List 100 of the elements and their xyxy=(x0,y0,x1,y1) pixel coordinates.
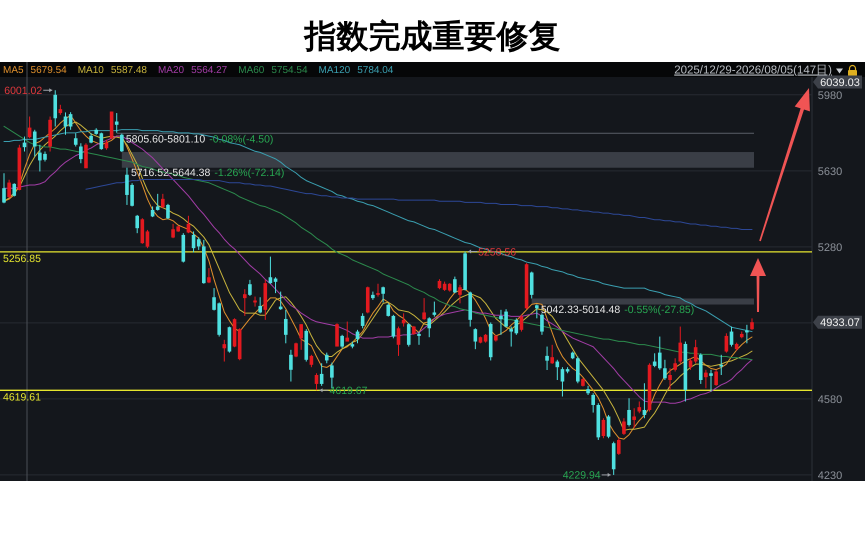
candlestick xyxy=(12,182,16,197)
candlestick xyxy=(396,326,400,356)
text: 4933.07 xyxy=(820,317,860,330)
candlestick xyxy=(709,369,713,392)
candlestick xyxy=(28,116,32,139)
candlestick xyxy=(642,382,646,419)
candlestick xyxy=(591,392,595,414)
chart-title: 指数完成重要修复 xyxy=(302,17,560,55)
candlestick xyxy=(253,296,257,308)
candlestick xyxy=(79,142,83,164)
ref-line-label: 4619.61 xyxy=(3,391,42,404)
text: 6039.03 xyxy=(820,76,860,89)
candlestick xyxy=(714,369,718,386)
candlestick xyxy=(381,286,385,303)
candlestick xyxy=(248,279,252,296)
candlestick xyxy=(535,304,539,319)
candlestick xyxy=(84,142,88,169)
annotation: 6001.02 xyxy=(4,85,42,98)
y-tick-label: 4580 xyxy=(818,394,842,406)
candlestick xyxy=(576,356,580,384)
candlestick xyxy=(540,312,544,336)
text: MA20 5564.27 xyxy=(158,65,228,76)
candlestick xyxy=(704,369,708,389)
candlestick xyxy=(299,324,303,350)
candlestick xyxy=(114,112,119,134)
candlestick xyxy=(602,418,606,439)
candlestick xyxy=(530,271,534,299)
chart-subtitle: 2025/12/29-2026/08/05(147日) xyxy=(674,64,832,76)
candlestick xyxy=(32,129,37,157)
candlestick xyxy=(289,349,293,382)
candlestick xyxy=(520,314,524,332)
candlestick xyxy=(432,301,436,318)
candlestick xyxy=(545,346,549,371)
candlestick xyxy=(627,398,631,427)
candlestick xyxy=(284,309,288,344)
candlestick xyxy=(310,354,314,368)
candlestick xyxy=(356,329,360,344)
candlestick xyxy=(360,312,364,329)
candlestick xyxy=(314,372,318,391)
candlestick xyxy=(632,408,636,429)
y-tick-label: 5630 xyxy=(818,166,842,178)
candlestick xyxy=(663,359,667,380)
candlestick xyxy=(104,139,108,150)
annotation: 4229.94 xyxy=(562,470,601,482)
candlestick xyxy=(453,276,457,294)
candlestick xyxy=(402,312,406,328)
candlestick xyxy=(335,322,339,348)
candlestick xyxy=(74,132,78,148)
candlestick xyxy=(392,314,396,339)
candlestick xyxy=(161,193,165,209)
text: MA60 5754.54 xyxy=(238,65,308,76)
candlestick xyxy=(207,268,211,284)
candlestick xyxy=(120,133,124,153)
candlestick xyxy=(294,342,298,358)
candlestick xyxy=(724,332,728,354)
y-tick-label: 4230 xyxy=(818,470,842,482)
candlestick xyxy=(458,284,462,304)
candlestick xyxy=(150,206,154,218)
candlestick xyxy=(242,288,247,316)
candlestick xyxy=(58,104,62,116)
candlestick xyxy=(417,331,421,346)
text: MA10 5587.48 xyxy=(78,65,148,76)
candlestick xyxy=(258,296,262,314)
candlestick xyxy=(324,352,329,364)
candlestick xyxy=(135,214,140,234)
candlestick xyxy=(427,316,432,338)
candlestick xyxy=(406,322,411,348)
y-tick-label: 5980 xyxy=(818,90,842,102)
candlestick xyxy=(560,366,564,398)
candlestick xyxy=(745,324,749,344)
candlestick xyxy=(222,339,226,362)
candlestick xyxy=(550,344,554,364)
candlestick xyxy=(606,414,610,439)
text: MA120 5784.04 xyxy=(318,65,394,76)
candlestick xyxy=(53,90,58,128)
candlestick xyxy=(673,358,677,372)
candlestick xyxy=(376,283,380,298)
candlestick xyxy=(730,326,734,348)
candlestick xyxy=(278,291,282,310)
candlestick xyxy=(586,385,590,396)
candlestick xyxy=(320,362,324,386)
candlestick xyxy=(474,328,478,350)
candlestick xyxy=(622,418,626,436)
candlestick xyxy=(2,172,6,204)
candlestick xyxy=(750,318,754,330)
candlestick xyxy=(156,193,160,212)
candlestick xyxy=(166,203,170,220)
candlestick xyxy=(186,215,190,234)
candlestick xyxy=(386,302,390,318)
y-tick-label: 5280 xyxy=(818,242,842,254)
candlestick xyxy=(345,321,350,342)
candlestick xyxy=(7,179,11,199)
text: MA5 5679.54 xyxy=(3,65,68,76)
candlestick xyxy=(340,334,344,349)
candlestick xyxy=(22,136,26,152)
candlestick xyxy=(616,438,621,456)
ref-line-label: 5256.85 xyxy=(3,252,42,265)
candlestick xyxy=(637,401,642,414)
candlestick xyxy=(678,326,682,364)
candlestick xyxy=(422,298,426,320)
